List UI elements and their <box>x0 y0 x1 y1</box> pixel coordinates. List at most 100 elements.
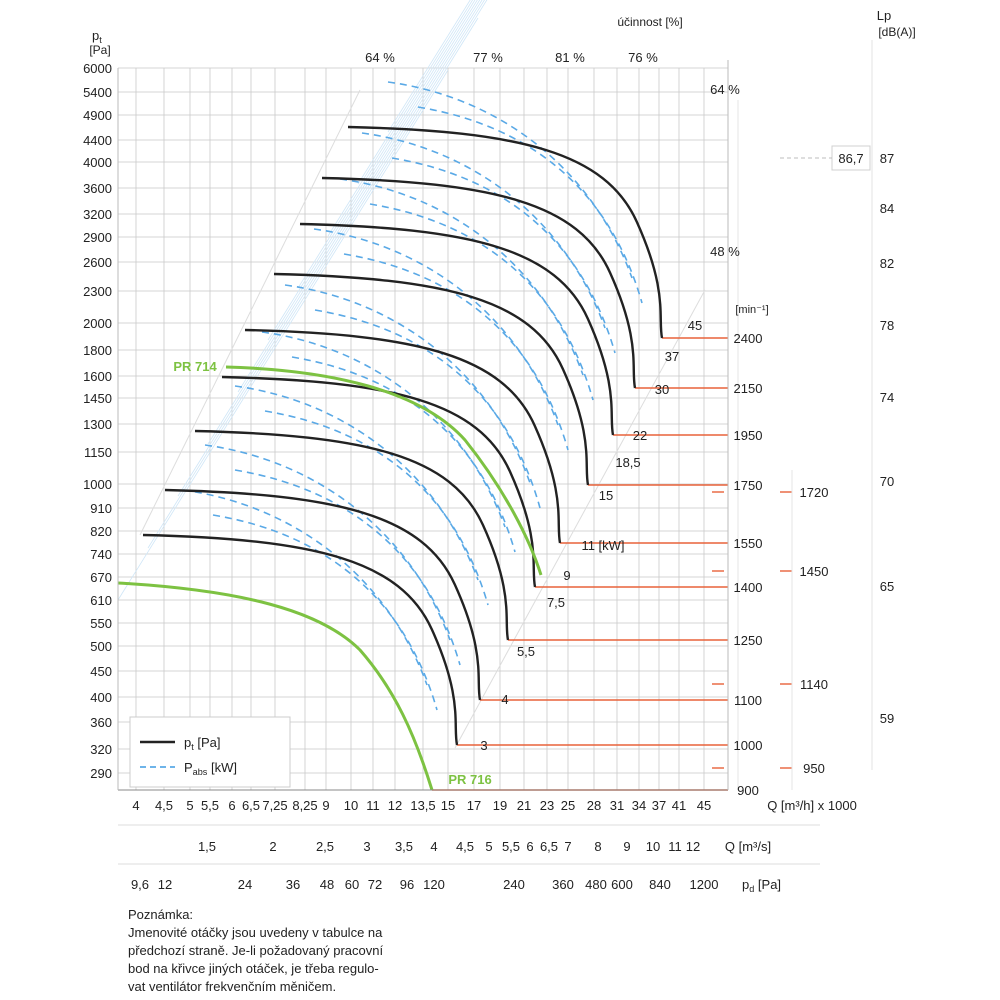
x-pd-tick-label: 24 <box>238 877 252 892</box>
x-pd-tick-label: 72 <box>368 877 382 892</box>
lp-axis-title: Lp <box>877 8 891 23</box>
power-curve-3-b <box>212 514 438 711</box>
x-pd-unit: pd [Pa] <box>742 877 781 894</box>
secondary-speed-label: 1720 <box>800 485 829 500</box>
efficiency-guide-line <box>357 0 474 185</box>
x-flow-h-tick-label: 21 <box>517 798 531 813</box>
pressure-curve-45 <box>347 125 664 339</box>
y-tick-label: 4400 <box>83 133 112 148</box>
x-pd-tick-label: 120 <box>423 877 445 892</box>
power-label: 18,5 <box>615 455 640 470</box>
x-flow-h-tick-label: 6,5 <box>242 798 260 813</box>
efficiency-guide-line <box>177 0 488 497</box>
x-pd-tick-label: 96 <box>400 877 414 892</box>
x-flow-s-tick-label: 8 <box>594 839 601 854</box>
speed-label: 1250 <box>734 633 763 648</box>
y-tick-label: 5400 <box>83 85 112 100</box>
x-flow-h-tick-label: 9 <box>322 798 329 813</box>
power-curve-4 <box>204 444 451 641</box>
pressure-curve-11 <box>244 328 562 544</box>
x-flow-h-tick-label: 15 <box>441 798 455 813</box>
efficiency-guide-line <box>387 0 471 133</box>
power-curve-11 <box>284 284 531 484</box>
lp-axis-unit: [dB(A)] <box>878 25 915 39</box>
power-dashed-curves <box>182 81 643 711</box>
axes <box>117 40 873 865</box>
power-label: 30 <box>655 382 669 397</box>
efficiency-top-label: 76 % <box>628 50 658 65</box>
y-tick-label: 360 <box>90 715 112 730</box>
pressure-curves <box>117 125 664 791</box>
y-tick-label: 1600 <box>83 369 112 384</box>
power-label: 11 [kW] <box>581 538 624 553</box>
x-flow-h-tick-label: 4,5 <box>155 798 173 813</box>
power-curve-15 <box>313 228 559 426</box>
speed-label: 1000 <box>734 738 763 753</box>
efficiency-guide-line <box>267 0 481 341</box>
x-flow-h-tick-label: 4 <box>132 798 139 813</box>
pressure-curve-5,5 <box>194 429 510 641</box>
efficiency-guide-line <box>147 17 479 549</box>
label-pr-714: PR 714 <box>173 359 217 374</box>
x-pd-tick-label: 9,6 <box>131 877 149 892</box>
x-flow-s-tick-label: 3,5 <box>395 839 413 854</box>
y-tick-label: 1450 <box>83 391 112 406</box>
secondary-speed-label: 1140 <box>800 677 828 692</box>
x-flow-s-tick-label: 6,5 <box>540 839 558 854</box>
speed-label: 2150 <box>734 381 763 396</box>
x-pd-tick-label: 360 <box>552 877 574 892</box>
x-pd-tick-label: 36 <box>286 877 300 892</box>
x-flow-h-tick-label: 31 <box>610 798 624 813</box>
y-tick-label: 1800 <box>83 343 112 358</box>
x-flow-s-tick-label: 4 <box>430 839 437 854</box>
power-label: 9 <box>563 568 570 583</box>
y-tick-label: 610 <box>90 593 112 608</box>
label-pr-716: PR 716 <box>448 772 491 787</box>
x-flow-s-tick-label: 7 <box>564 839 571 854</box>
y-tick-label: 820 <box>90 524 112 539</box>
y-tick-label: 670 <box>90 570 112 585</box>
power-curve-15-b <box>343 253 569 451</box>
y-tick-label: 6000 <box>83 61 112 76</box>
y-tick-label: 2600 <box>83 255 112 270</box>
note-line-1: Jmenovité otáčky jsou uvedeny v tabulce … <box>128 925 383 940</box>
pressure-curve-7,5 <box>221 375 537 588</box>
power-curve-22-b <box>369 203 594 401</box>
power-curve-11-b <box>314 309 541 509</box>
note: Poznámka: Jmenovité otáčky jsou uvedeny … <box>128 906 428 996</box>
power-curve-5,5 <box>234 385 479 581</box>
x-pd-tick-label: 840 <box>649 877 671 892</box>
x-flow-h-tick-label: 23 <box>540 798 554 813</box>
speed-label: 1550 <box>734 536 763 551</box>
power-label: 7,5 <box>547 595 565 610</box>
lp-tick-label: 74 <box>880 390 894 405</box>
x-flow-h-tick-label: 45 <box>697 798 711 813</box>
power-curve-5,5-b <box>264 410 489 606</box>
x-flow-s-tick-label: 4,5 <box>456 839 474 854</box>
x-flow-s-tick-label: 2,5 <box>316 839 334 854</box>
y-tick-label: 4900 <box>83 108 112 123</box>
power-label: 37 <box>665 349 679 364</box>
y-tick-label: 290 <box>90 766 112 781</box>
legend-box <box>129 716 291 788</box>
power-label: 15 <box>599 488 613 503</box>
note-line-4: vat ventilátor frekvenčním měničem. <box>128 979 337 994</box>
x-pd-tick-label: 480 <box>585 877 607 892</box>
pressure-curve-30 <box>321 176 637 389</box>
power-curve-7,5-b <box>291 356 516 553</box>
x-flow-s-tick-label: 5,5 <box>502 839 520 854</box>
x-flow-s-tick-label: 10 <box>646 839 660 854</box>
secondary-speed-label: 950 <box>803 761 825 776</box>
x-flow-h-tick-label: 28 <box>587 798 601 813</box>
speed-label: 1100 <box>734 693 762 708</box>
x-flow-h-tick-label: 34 <box>632 798 646 813</box>
lp-tick-label: 78 <box>880 318 894 333</box>
x-pd-tick-label: 240 <box>503 877 525 892</box>
curve-pr-716 <box>117 581 434 791</box>
y-tick-label: 1300 <box>83 417 112 432</box>
speed-label: 1400 <box>734 580 763 595</box>
x-flow-s-tick-label: 1,5 <box>198 839 216 854</box>
y-tick-label: 2900 <box>83 230 112 245</box>
x-flow-h-tick-label: 5,5 <box>201 798 219 813</box>
efficiency-right-label: 64 % <box>710 82 740 97</box>
